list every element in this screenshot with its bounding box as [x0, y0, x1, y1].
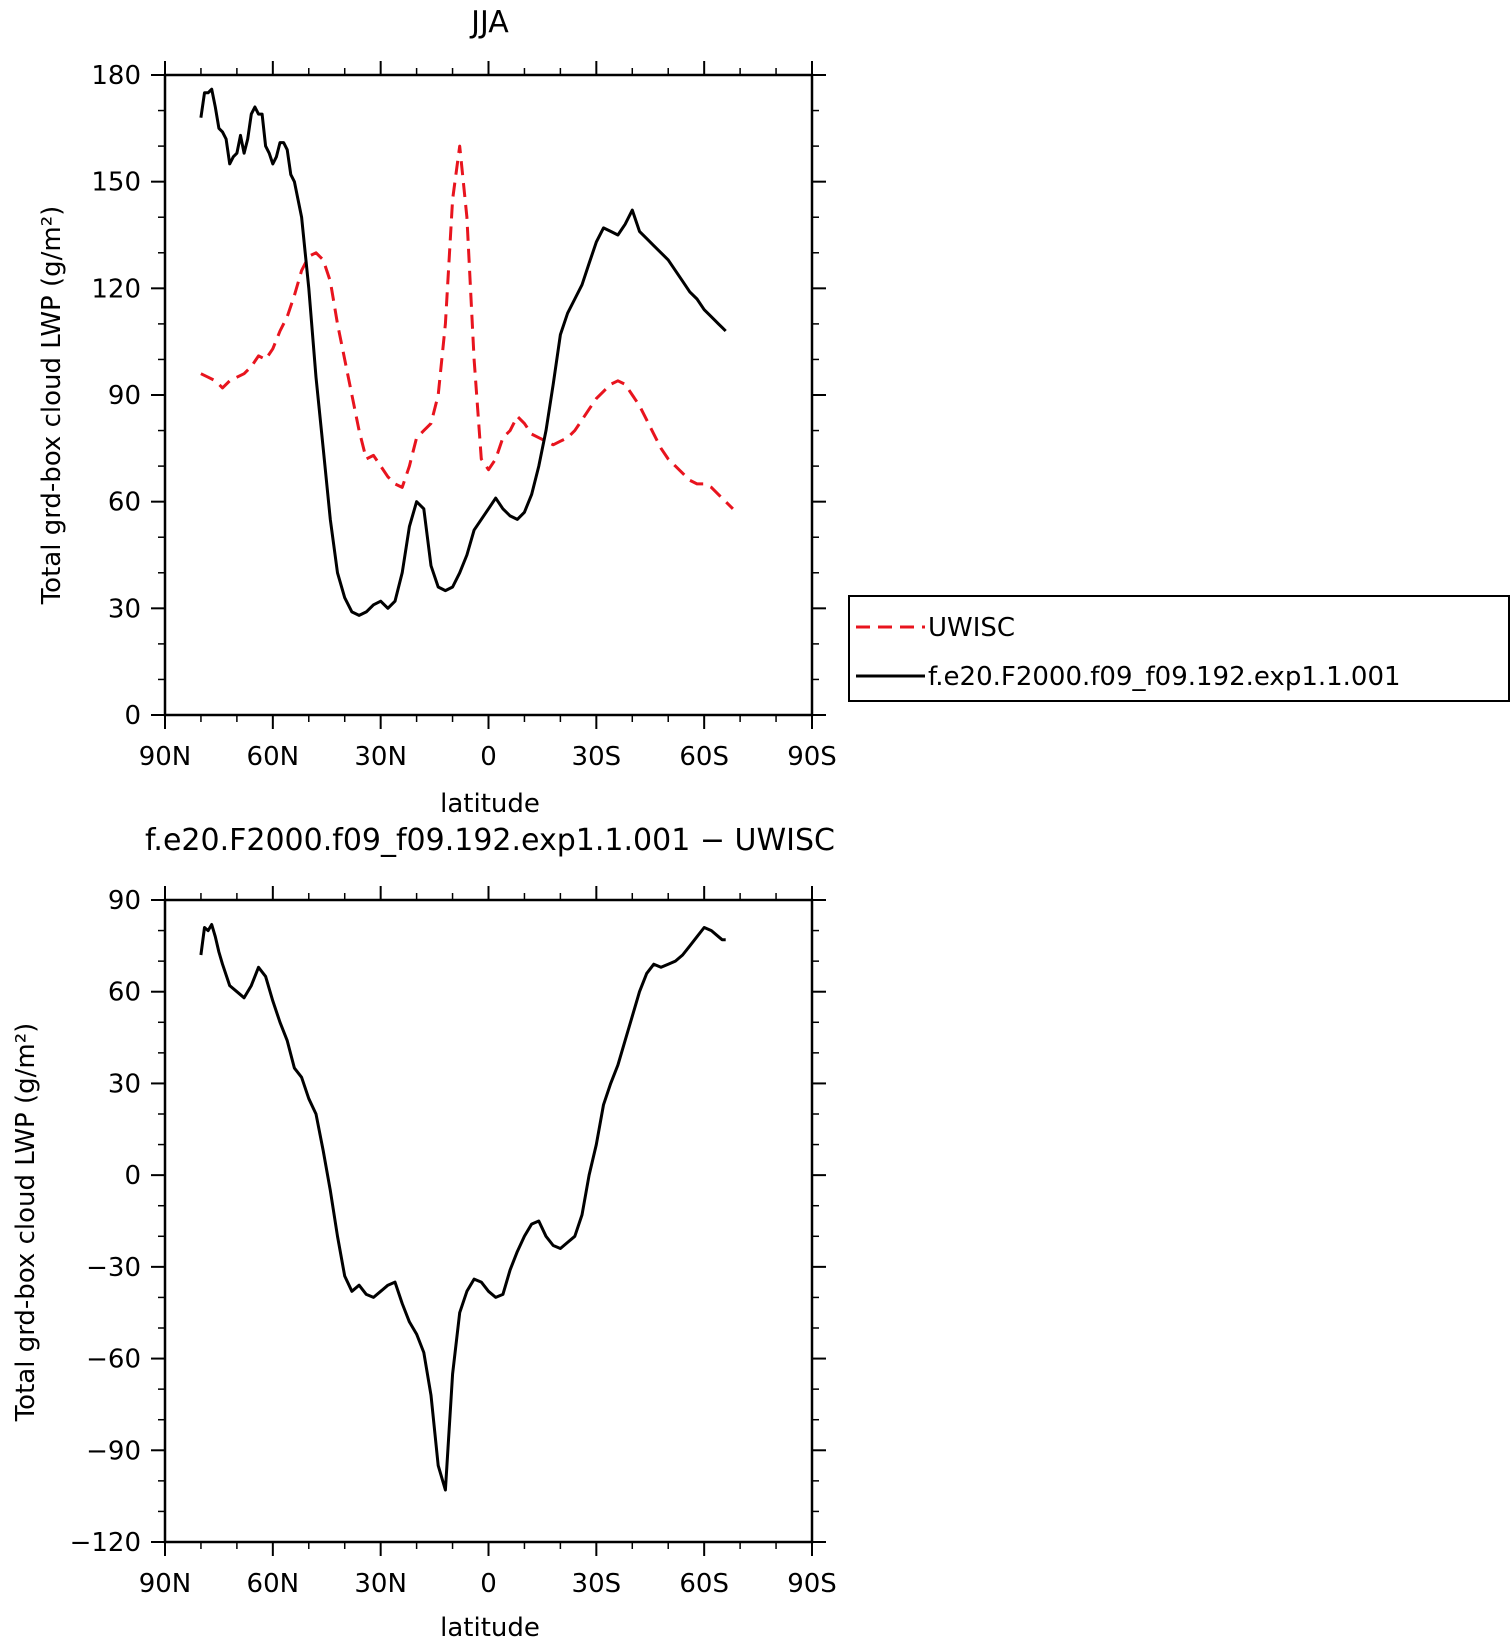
- y-tick-label: −60: [86, 1345, 141, 1375]
- legend: UWISC f.e20.F2000.f09_f09.192.exp1.1.001: [848, 595, 1510, 702]
- plot-frame: [163, 73, 814, 717]
- top-plot-area: 0 30 60 90 120 150 180 90N 60N 30N 0 30S 60S 90S: [91, 61, 837, 772]
- bottom-y-axis-label: Total grd-box cloud LWP (g/m²): [11, 1023, 41, 1423]
- y-tick-label: 0: [124, 1161, 141, 1191]
- x-tick-label: 0: [480, 1569, 497, 1599]
- y-tick-label: 0: [124, 701, 141, 731]
- top-x-axis-label: latitude: [440, 789, 540, 819]
- top-y-axis-label: Total grd-box cloud LWP (g/m²): [37, 206, 67, 606]
- x-tick-label: 60N: [247, 742, 300, 772]
- top-panel: JJA Total grd-box cloud LWP (g/m²) latit…: [37, 5, 837, 819]
- top-chart-title: JJA: [469, 5, 509, 40]
- bottom-panel: f.e20.F2000.f09_f09.192.exp1.1.001 − UWI…: [11, 823, 837, 1643]
- series-line-1-0: [199, 923, 726, 1492]
- y-tick-label: 90: [108, 886, 141, 916]
- y-tick-label: 30: [108, 594, 141, 624]
- y-tick-label: 60: [108, 488, 141, 518]
- y-tick-label: 30: [108, 1069, 141, 1099]
- bottom-chart-title: f.e20.F2000.f09_f09.192.exp1.1.001 − UWI…: [145, 823, 835, 858]
- bottom-plot-area: −120 −90 −60 −30 0 30 60 90 90N 60N 30N 0 30S 60S 90S: [70, 886, 837, 1599]
- x-tick-label: 90N: [139, 742, 192, 772]
- x-tick-label: 30S: [572, 1569, 622, 1599]
- y-tick-label: −120: [70, 1528, 141, 1558]
- y-tick-label: −30: [86, 1253, 141, 1283]
- x-tick-label: 30N: [354, 742, 407, 772]
- y-tick-label: 150: [91, 168, 141, 198]
- bottom-x-axis-label: latitude: [440, 1613, 540, 1643]
- series-line-0-0: [200, 144, 734, 510]
- y-tick-label: −90: [86, 1436, 141, 1466]
- x-tick-label: 60N: [247, 1569, 300, 1599]
- x-tick-label: 90N: [139, 1569, 192, 1599]
- x-tick-label: 30S: [572, 742, 622, 772]
- x-tick-label: 90S: [787, 1569, 837, 1599]
- legend-label-model: f.e20.F2000.f09_f09.192.exp1.1.001: [928, 662, 1401, 692]
- x-tick-label: 60S: [679, 742, 729, 772]
- y-tick-label: 90: [108, 381, 141, 411]
- y-tick-label: 120: [91, 274, 141, 304]
- x-tick-label: 90S: [787, 742, 837, 772]
- legend-box: [848, 595, 1510, 702]
- y-tick-label: 60: [108, 978, 141, 1008]
- legend-label-uwisc: UWISC: [928, 613, 1015, 643]
- x-tick-label: 60S: [679, 1569, 729, 1599]
- series-line-0-1: [199, 87, 727, 617]
- plot-frame: [163, 898, 814, 1544]
- y-tick-label: 180: [91, 61, 141, 91]
- x-tick-label: 30N: [354, 1569, 407, 1599]
- x-tick-label: 0: [480, 742, 497, 772]
